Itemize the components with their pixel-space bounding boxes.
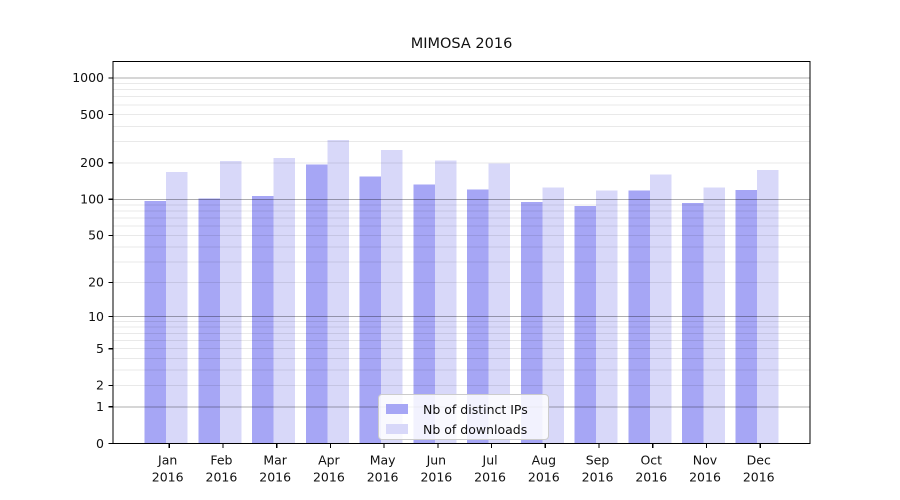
bar-aug-downloads bbox=[542, 187, 564, 444]
bar-jan-downloads bbox=[166, 172, 188, 444]
bar-sep-downloads bbox=[596, 190, 618, 444]
y-tick-label: 0 bbox=[96, 436, 104, 451]
legend-label-distinct-ips: Nb of distinct IPs bbox=[423, 401, 528, 417]
y-tick-label: 2 bbox=[96, 378, 104, 393]
bar-sep-distinct-ips bbox=[574, 205, 597, 444]
y-tick-label: 5 bbox=[96, 341, 104, 356]
x-tick-label-year: 2016 bbox=[689, 470, 721, 485]
bar-jun-distinct-ips bbox=[413, 184, 435, 444]
bar-may-downloads bbox=[381, 150, 403, 444]
legend-item-downloads: Nb of downloads bbox=[386, 419, 548, 439]
legend-swatch-distinct-ips bbox=[386, 404, 408, 414]
legend-swatch-downloads bbox=[386, 424, 408, 434]
x-tick-label-year: 2016 bbox=[259, 470, 291, 485]
x-tick-label-month: Mar bbox=[263, 453, 287, 468]
bar-jul-distinct-ips bbox=[467, 189, 489, 444]
x-tick-label-year: 2016 bbox=[313, 470, 345, 485]
bar-jul-downloads bbox=[488, 163, 511, 444]
y-tick-label: 1000 bbox=[72, 70, 104, 85]
legend: Nb of distinct IPs Nb of downloads bbox=[378, 394, 549, 440]
bar-nov-downloads bbox=[703, 187, 725, 444]
x-tick-label-month: Feb bbox=[210, 453, 232, 468]
x-tick-label-month: Dec bbox=[747, 453, 771, 468]
x-tick-label-month: May bbox=[370, 453, 396, 468]
bar-apr-downloads bbox=[327, 140, 349, 444]
x-tick-label-year: 2016 bbox=[206, 470, 238, 485]
x-tick-label-month: Aug bbox=[532, 453, 556, 468]
bar-oct-downloads bbox=[649, 174, 672, 444]
x-tick-label-year: 2016 bbox=[152, 470, 184, 485]
y-tick-label: 500 bbox=[80, 107, 104, 122]
bar-aug-distinct-ips bbox=[520, 201, 543, 444]
legend-item-distinct-ips: Nb of distinct IPs bbox=[386, 399, 548, 419]
x-tick-label-month: Nov bbox=[693, 453, 718, 468]
bar-mar-distinct-ips bbox=[252, 196, 274, 444]
x-tick-label-month: Apr bbox=[318, 453, 340, 468]
y-tick-label: 200 bbox=[80, 155, 104, 170]
bar-feb-downloads bbox=[219, 161, 242, 444]
bar-mar-downloads bbox=[273, 157, 296, 444]
x-tick-label-year: 2016 bbox=[582, 470, 614, 485]
bar-apr-distinct-ips bbox=[305, 164, 328, 444]
legend-label-downloads: Nb of downloads bbox=[423, 421, 528, 437]
bar-dec-downloads bbox=[757, 170, 779, 444]
x-tick-label-month: Jan bbox=[157, 453, 177, 468]
bar-jun-downloads bbox=[434, 160, 457, 444]
y-tick-label: 1 bbox=[96, 399, 104, 414]
x-tick-label-year: 2016 bbox=[743, 470, 775, 485]
bar-jan-distinct-ips bbox=[144, 200, 167, 444]
bar-oct-distinct-ips bbox=[628, 190, 650, 444]
x-tick-label-month: Jul bbox=[482, 453, 498, 468]
x-tick-label-year: 2016 bbox=[474, 470, 506, 485]
y-tick-label: 50 bbox=[88, 228, 104, 243]
x-tick-label-year: 2016 bbox=[367, 470, 399, 485]
bar-may-distinct-ips bbox=[359, 176, 382, 444]
bar-dec-distinct-ips bbox=[735, 190, 758, 444]
x-tick-label-year: 2016 bbox=[635, 470, 667, 485]
x-tick-label-month: Sep bbox=[586, 453, 610, 468]
x-tick-label-month: Jun bbox=[426, 453, 447, 468]
plot-border bbox=[112, 60, 811, 445]
y-tick-label: 100 bbox=[80, 192, 104, 207]
chart-title: MIMOSA 2016 bbox=[410, 36, 513, 52]
x-tick-label-year: 2016 bbox=[528, 470, 560, 485]
bar-feb-distinct-ips bbox=[198, 198, 220, 444]
y-tick-label: 10 bbox=[88, 309, 104, 324]
x-tick-label-month: Oct bbox=[640, 453, 662, 468]
bar-nov-distinct-ips bbox=[682, 203, 704, 444]
y-tick-label: 20 bbox=[88, 275, 104, 290]
x-tick-label-year: 2016 bbox=[420, 470, 452, 485]
